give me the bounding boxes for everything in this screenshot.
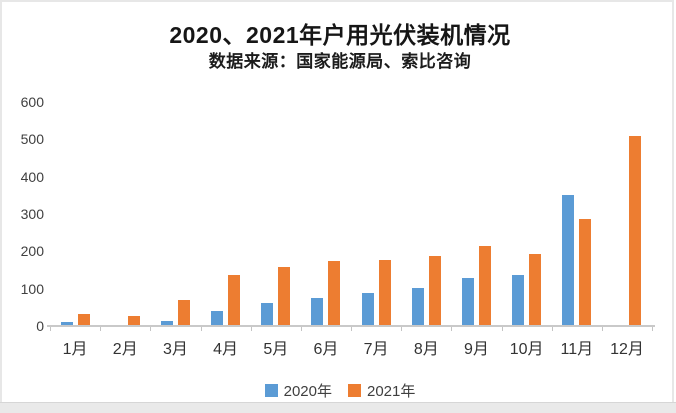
x-axis-labels: 1月 2月 3月 4月 5月 6月 7月 8月 9月 10月 11月 12月 bbox=[50, 335, 652, 359]
bar-series2-month6 bbox=[328, 261, 341, 326]
x-axis-tick bbox=[200, 327, 202, 331]
x-tick-label-3: 3月 bbox=[162, 341, 188, 358]
bar-series2-month2 bbox=[127, 315, 140, 326]
legend-swatch-icon bbox=[264, 384, 278, 397]
x-tick-label-6: 6月 bbox=[313, 341, 339, 358]
chart-title: 2020、2021年户用光伏装机情况 bbox=[169, 22, 511, 48]
x-axis-tick bbox=[401, 327, 403, 331]
bar-series2-month1 bbox=[77, 313, 90, 326]
bar-series1-month3 bbox=[160, 321, 173, 326]
x-tick-label-4: 4月 bbox=[213, 341, 239, 358]
y-tick-label-300: 300 bbox=[20, 206, 44, 222]
month-group-8 bbox=[401, 102, 451, 326]
legend: 2020年 2021年 bbox=[2, 380, 676, 401]
x-axis-tick bbox=[250, 327, 252, 331]
y-tick-label-100: 100 bbox=[20, 280, 44, 297]
month-group-3 bbox=[150, 102, 200, 326]
chart-subtitle: 数据来源：国家能源局、索比咨询 bbox=[208, 52, 472, 71]
bar-series1-month10 bbox=[512, 274, 525, 326]
bar-series1-month8 bbox=[411, 287, 424, 326]
legend-swatch-icon bbox=[348, 384, 361, 397]
x-tick-label-5: 5月 bbox=[263, 341, 289, 358]
bar-chart-plot-area: 1月 2月 3月 4月 5月 6月 7月 8月 9月 10月 11月 12月 bbox=[47, 102, 655, 358]
x-axis-tick bbox=[451, 327, 453, 331]
month-group-4 bbox=[201, 102, 251, 326]
month-group-12 bbox=[602, 102, 652, 326]
month-group-11 bbox=[552, 102, 602, 326]
x-tick-label-1: 1月 bbox=[62, 341, 88, 358]
month-group-9 bbox=[451, 102, 501, 326]
y-tick-label-600: 600 bbox=[20, 94, 44, 110]
bar-series2-month7 bbox=[378, 259, 391, 326]
bar-series2-month10 bbox=[529, 254, 542, 326]
x-axis-tick bbox=[300, 327, 302, 331]
bar-series1-month1 bbox=[60, 321, 73, 326]
bar-series2-month11 bbox=[579, 218, 592, 326]
x-tick-label-12: 12月 bbox=[610, 341, 644, 358]
x-tick-label-7: 7月 bbox=[363, 341, 389, 358]
bar-series2-month12 bbox=[629, 135, 642, 326]
bar-series2-month9 bbox=[478, 245, 491, 326]
bottom-strip bbox=[0, 402, 676, 413]
month-group-5 bbox=[251, 102, 301, 326]
x-axis-ticks bbox=[50, 326, 653, 331]
x-axis-line bbox=[47, 325, 655, 327]
legend-item-1: 2020年 bbox=[264, 380, 332, 401]
x-axis-tick bbox=[652, 327, 653, 331]
legend-label: 2020年 bbox=[283, 383, 332, 400]
x-axis-tick bbox=[50, 327, 51, 331]
y-tick-label-0: 0 bbox=[36, 318, 44, 334]
bar-series2-month4 bbox=[228, 275, 241, 326]
month-group-1 bbox=[50, 102, 100, 326]
x-axis-tick bbox=[601, 327, 603, 331]
y-tick-label-400: 400 bbox=[20, 168, 44, 185]
bar-series1-month4 bbox=[211, 310, 224, 326]
x-tick-label-11: 11月 bbox=[560, 341, 594, 358]
bars-row bbox=[50, 102, 652, 326]
x-axis-tick bbox=[551, 327, 553, 331]
month-group-2 bbox=[100, 102, 150, 326]
y-tick-label-500: 500 bbox=[20, 131, 44, 148]
legend-label: 2021年 bbox=[367, 383, 416, 400]
bar-series1-month6 bbox=[311, 297, 324, 326]
bar-series1-month11 bbox=[562, 195, 575, 326]
x-tick-label-2: 2月 bbox=[112, 341, 138, 358]
month-group-7 bbox=[351, 102, 401, 326]
x-axis-tick bbox=[351, 327, 352, 331]
bar-series1-month5 bbox=[261, 302, 274, 326]
bar-series2-month8 bbox=[428, 256, 441, 326]
bar-series1-month7 bbox=[361, 292, 374, 326]
month-group-6 bbox=[301, 102, 351, 326]
x-tick-label-10: 10月 bbox=[509, 341, 544, 358]
bar-series1-month9 bbox=[461, 277, 474, 326]
x-axis-tick bbox=[501, 327, 503, 331]
x-axis-tick bbox=[150, 327, 152, 331]
bar-series2-month5 bbox=[278, 267, 291, 326]
y-tick-label-200: 200 bbox=[20, 243, 44, 260]
bar-series2-month3 bbox=[177, 299, 190, 326]
month-group-10 bbox=[502, 102, 552, 326]
x-tick-label-8: 8月 bbox=[413, 341, 439, 358]
x-axis-tick bbox=[100, 327, 102, 331]
legend-item-2: 2021年 bbox=[348, 380, 415, 401]
x-tick-label-9: 9月 bbox=[464, 341, 489, 358]
